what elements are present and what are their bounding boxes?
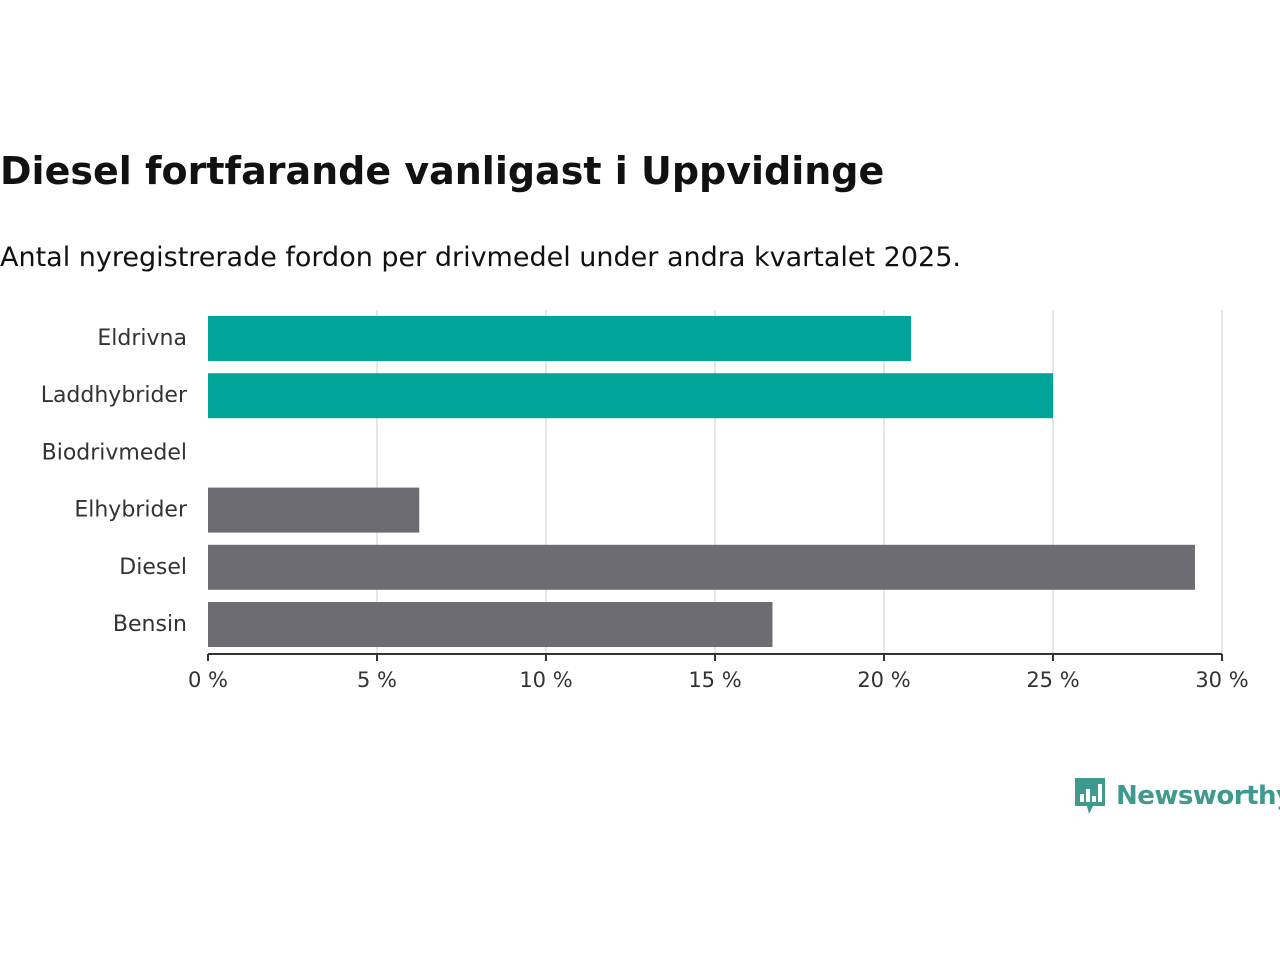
chart-bubble-icon — [1075, 778, 1105, 814]
gridlines — [376, 310, 1223, 654]
x-tick-label: 5 % — [357, 668, 397, 692]
chart-subtitle: Antal nyregistrerade fordon per drivmede… — [0, 242, 961, 273]
category-label: Elhybrider — [74, 498, 188, 523]
category-label: Bensin — [113, 612, 187, 637]
x-tick-label: 30 % — [1195, 668, 1248, 692]
bar-laddhybrider — [208, 373, 1053, 419]
x-tick-label: 0 % — [188, 668, 228, 692]
category-label: Biodrivmedel — [42, 440, 187, 465]
x-axis: 0 % 5 % 10 % 15 % 20 % 25 % 30 % — [188, 653, 1249, 692]
bar-eldrivna — [208, 316, 912, 361]
bar-diesel — [208, 544, 1195, 590]
x-tick-label: 25 % — [1026, 668, 1079, 692]
x-tick-label: 15 % — [688, 668, 741, 692]
chart-title: Diesel fortfarande vanligast i Uppviding… — [0, 149, 885, 193]
bar-elhybrider — [208, 487, 420, 533]
category-label: Laddhybrider — [41, 383, 188, 408]
x-tick-label: 20 % — [857, 668, 910, 692]
bar-bensin — [208, 602, 773, 647]
category-labels: Eldrivna Laddhybrider Biodrivmedel Elhybrid… — [41, 326, 188, 637]
bars — [208, 316, 1195, 647]
category-label: Diesel — [119, 555, 187, 580]
bar-chart: Eldrivna Laddhybrider Biodrivmedel Elhybrid… — [41, 310, 1249, 692]
category-label: Eldrivna — [97, 326, 187, 351]
x-tick-label: 10 % — [519, 668, 572, 692]
brand-name: Newsworthy — [1116, 781, 1280, 811]
newsworthy-logo: Newsworthy — [1072, 774, 1280, 818]
